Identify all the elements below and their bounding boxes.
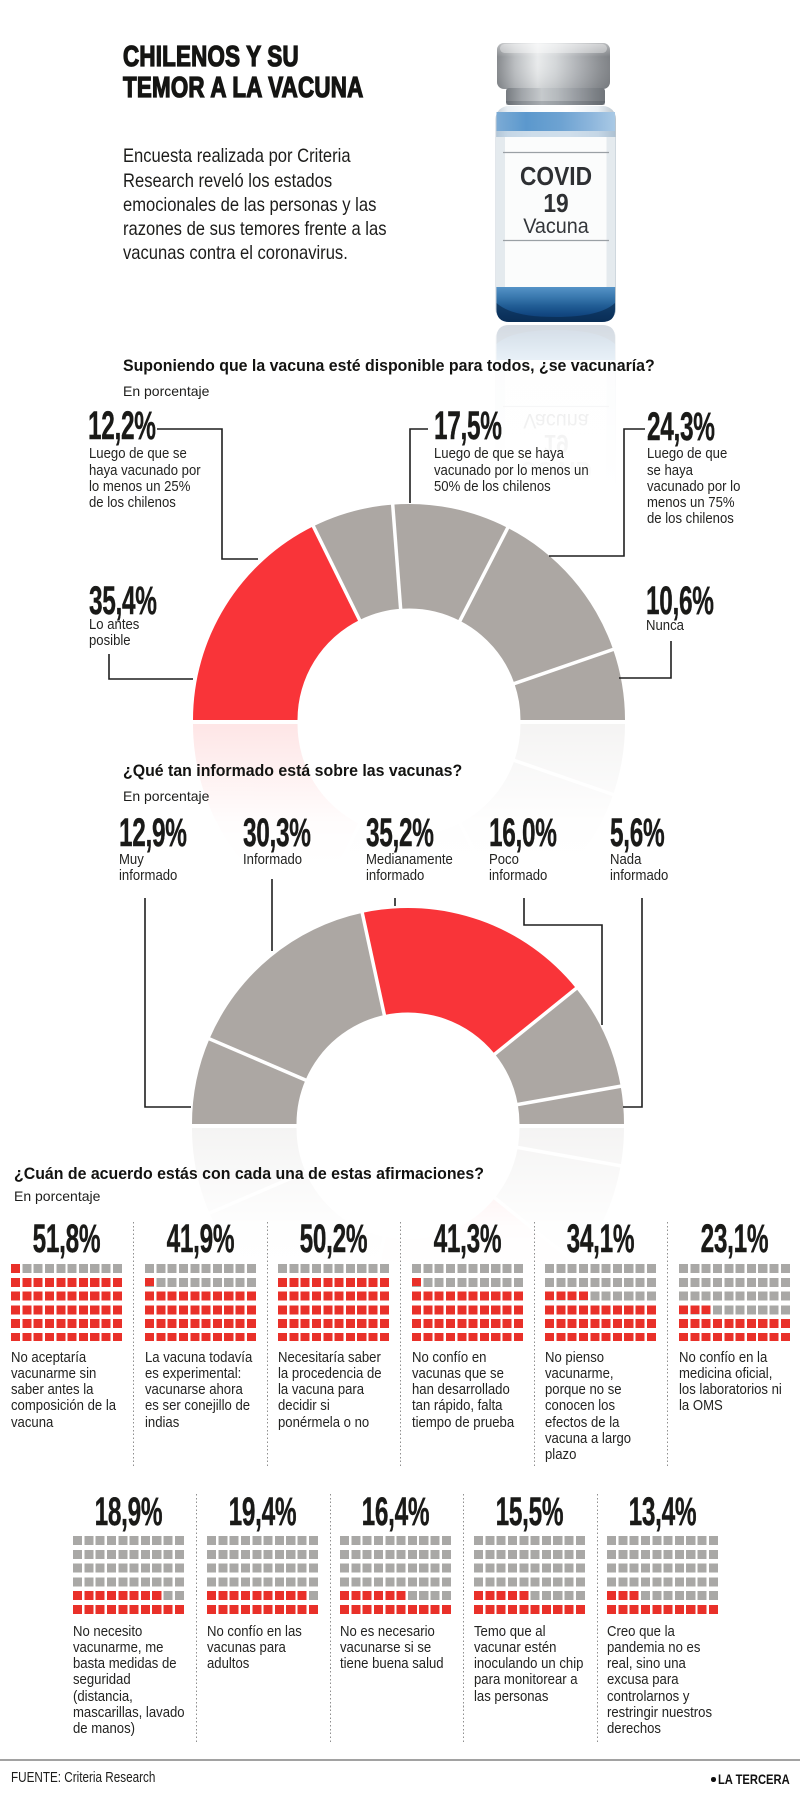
svg-text:19: 19 <box>543 190 568 219</box>
svg-text:COVID: COVID <box>520 163 592 192</box>
svg-text:Vacuna: Vacuna <box>523 214 589 238</box>
